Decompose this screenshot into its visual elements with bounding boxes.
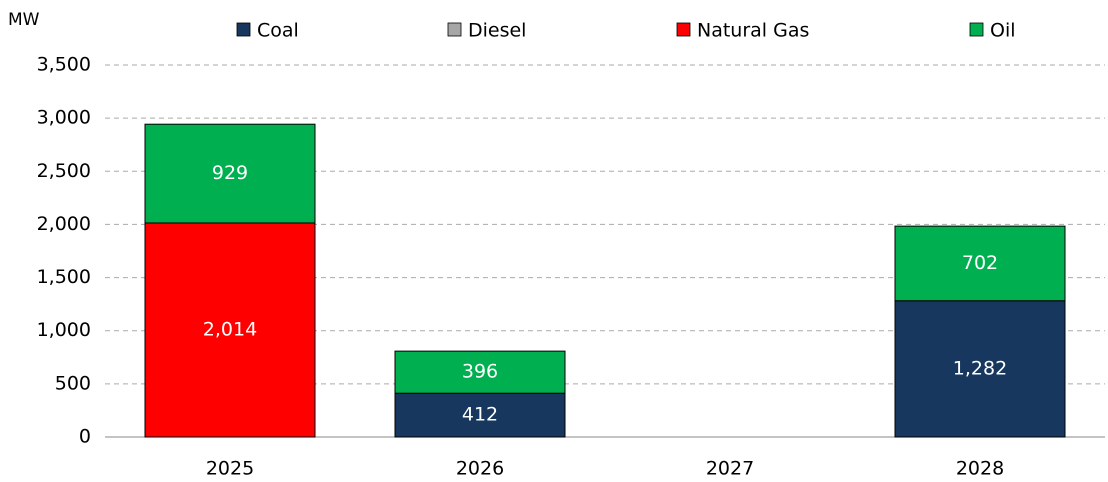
- bar-segment: [894, 300, 1066, 438]
- bar-segment: [394, 350, 566, 394]
- bar-segment: [394, 392, 566, 438]
- y-tick-label: 500: [55, 372, 91, 394]
- legend-swatch: [676, 22, 691, 37]
- y-tick-label: 3,500: [37, 54, 91, 76]
- x-tick-label: 2027: [706, 458, 754, 480]
- legend-label: Oil: [990, 20, 1016, 42]
- data-label: 412: [462, 404, 498, 426]
- data-label: 702: [962, 252, 998, 274]
- bar-segment: [894, 225, 1066, 302]
- data-label: 929: [212, 162, 248, 184]
- x-tick-label: 2026: [456, 458, 504, 480]
- y-tick-label: 1,000: [37, 319, 91, 341]
- y-axis-label: MW: [8, 10, 40, 30]
- legend-label: Diesel: [468, 20, 526, 42]
- y-tick-label: 2,000: [37, 213, 91, 235]
- data-label: 1,282: [953, 357, 1007, 379]
- legend-swatch: [236, 22, 251, 37]
- x-tick-label: 2028: [956, 458, 1004, 480]
- legend-label: Natural Gas: [697, 20, 809, 42]
- y-tick-label: 0: [79, 426, 91, 448]
- data-label: 2,014: [203, 318, 257, 340]
- legend-swatch: [969, 22, 984, 37]
- y-tick-label: 2,500: [37, 160, 91, 182]
- bar-segment: [144, 222, 316, 438]
- data-label: 396: [462, 361, 498, 383]
- bar-segment: [144, 123, 316, 224]
- y-tick-label: 3,000: [37, 107, 91, 129]
- legend-label: Coal: [257, 20, 299, 42]
- x-tick-label: 2025: [206, 458, 254, 480]
- legend-swatch: [447, 22, 462, 37]
- y-tick-label: 1,500: [37, 266, 91, 288]
